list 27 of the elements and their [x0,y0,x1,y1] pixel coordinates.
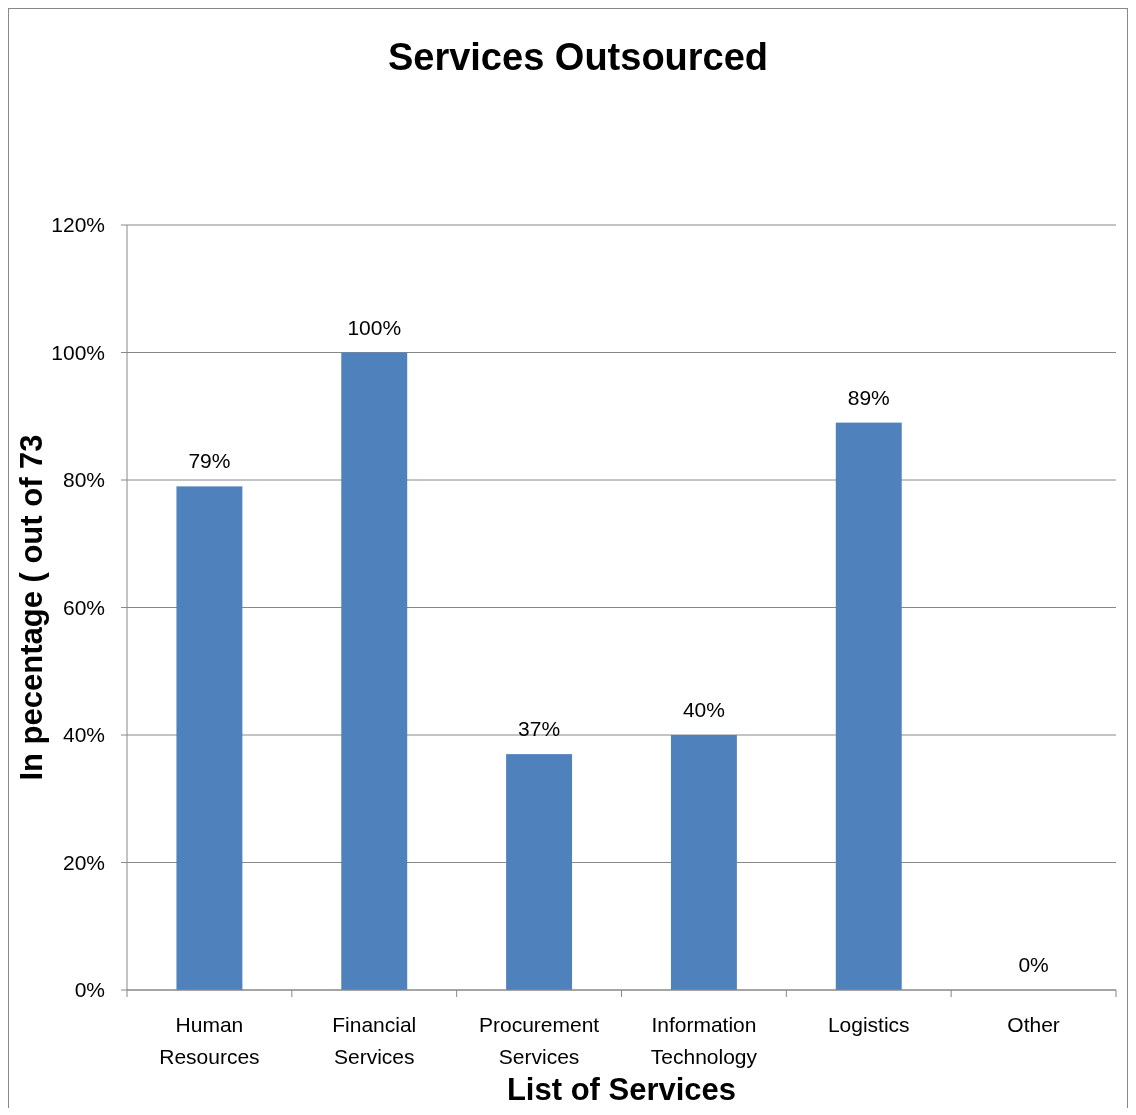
x-tick-label: Information Technology [650,1013,758,1068]
data-label: 100% [347,315,402,339]
y-tick-label: 20% [62,850,105,874]
x-tick-label: Financial Services [332,1013,417,1068]
y-axis-title: In pecentage ( out of 73 [14,434,49,781]
y-tick-label: 0% [74,978,105,1002]
x-tick-label: Other [1007,1013,1060,1036]
y-tick-label: 80% [62,468,105,492]
data-label: 40% [682,698,725,721]
bar [176,486,243,990]
chart-title: Services Outsourced [387,36,769,78]
x-tick-label: Procurement Services [478,1013,600,1068]
y-tick-label: 120% [51,213,105,237]
bar [670,735,737,990]
x-tick-label: Human Resources [159,1013,260,1068]
bar [835,422,902,990]
data-label: 89% [847,385,890,409]
bar [506,754,573,990]
y-tick-label: 60% [62,595,105,619]
y-tick-label: 40% [62,723,105,747]
data-label: 0% [1018,953,1049,976]
data-label: 37% [518,717,561,741]
x-tick-label: Logistics [827,1013,910,1036]
bar [341,352,408,990]
x-axis-title: List of Services [506,1072,737,1107]
y-tick-label: 100% [51,340,105,364]
data-label: 79% [188,449,231,473]
